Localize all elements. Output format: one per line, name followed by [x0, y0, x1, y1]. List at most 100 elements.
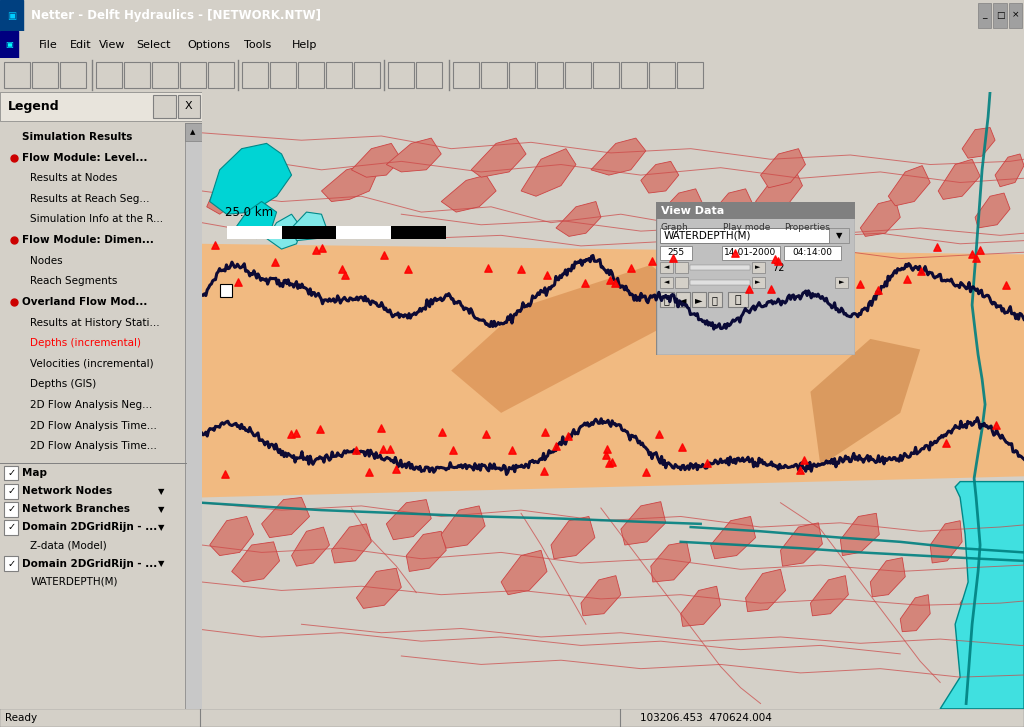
Polygon shape	[332, 524, 372, 563]
Bar	[32, 62, 58, 88]
Point	[560, 430, 577, 442]
Text: 2D Flow Analysis Neg...: 2D Flow Analysis Neg...	[31, 400, 153, 410]
Bar	[354, 62, 380, 88]
Polygon shape	[810, 339, 921, 466]
Bar	[565, 62, 591, 88]
Text: Depths (incremental): Depths (incremental)	[31, 338, 141, 348]
Polygon shape	[940, 481, 1024, 709]
Polygon shape	[556, 201, 601, 236]
Polygon shape	[386, 499, 431, 539]
Bar	[270, 62, 296, 88]
Point	[988, 419, 1005, 431]
Bar	[593, 62, 618, 88]
Bar	[509, 62, 535, 88]
Text: Velocities (incremental): Velocities (incremental)	[31, 358, 154, 369]
Bar	[537, 62, 563, 88]
Point	[311, 423, 328, 435]
Bar	[978, 3, 991, 28]
Bar	[124, 62, 150, 88]
Bar	[4, 465, 18, 481]
Bar	[226, 226, 446, 238]
Bar	[208, 62, 234, 88]
Point	[623, 262, 639, 274]
Point	[644, 254, 660, 266]
Point	[307, 244, 324, 256]
Text: Results at Reach Seg...: Results at Reach Seg...	[31, 194, 150, 204]
Text: 25.0 km: 25.0 km	[224, 206, 272, 220]
Bar	[298, 62, 324, 88]
Point	[796, 454, 812, 465]
Bar	[993, 3, 1007, 28]
Polygon shape	[407, 531, 446, 571]
Point	[929, 241, 945, 253]
Point	[347, 443, 364, 455]
Point	[387, 463, 403, 475]
Polygon shape	[441, 175, 496, 212]
Text: Options: Options	[187, 40, 230, 49]
Bar	[180, 62, 206, 88]
Bar	[242, 62, 268, 88]
Polygon shape	[780, 523, 822, 566]
Polygon shape	[591, 138, 646, 175]
Point	[606, 277, 623, 289]
Polygon shape	[231, 201, 276, 238]
Polygon shape	[292, 527, 330, 566]
Bar	[0, 0, 23, 31]
Text: File: File	[39, 40, 57, 49]
Bar	[388, 62, 414, 88]
Polygon shape	[231, 542, 280, 582]
Polygon shape	[900, 595, 930, 632]
Bar	[326, 62, 352, 88]
Bar	[649, 62, 675, 88]
Point	[968, 252, 984, 264]
Bar	[4, 520, 18, 535]
Polygon shape	[501, 550, 547, 595]
Bar	[154, 95, 175, 118]
Text: ▲: ▲	[190, 129, 196, 134]
Point	[763, 283, 779, 294]
Text: □: □	[995, 10, 1005, 20]
Text: Results at Nodes: Results at Nodes	[31, 173, 118, 183]
Point	[477, 429, 494, 441]
Polygon shape	[711, 516, 756, 559]
Point	[207, 239, 223, 251]
Point	[504, 444, 520, 456]
Point	[972, 244, 988, 256]
Bar	[152, 62, 178, 88]
Text: ▼: ▼	[158, 505, 165, 514]
Bar	[1009, 3, 1022, 28]
Text: ▼: ▼	[158, 559, 165, 569]
Text: ×: ×	[1012, 10, 1019, 20]
Point	[602, 274, 618, 286]
Text: Help: Help	[292, 40, 317, 49]
Text: ✓: ✓	[7, 558, 15, 569]
Bar	[184, 124, 202, 141]
Text: View: View	[99, 40, 126, 49]
Text: WATERDEPTH(M): WATERDEPTH(M)	[31, 577, 118, 587]
Polygon shape	[985, 537, 1016, 578]
Polygon shape	[386, 138, 441, 172]
Point	[767, 253, 783, 265]
Point	[938, 437, 954, 449]
Point	[770, 255, 786, 267]
Point	[548, 440, 564, 451]
Point	[599, 443, 615, 454]
Point	[674, 441, 690, 453]
Text: X: X	[184, 101, 193, 111]
Text: Domain 2DGridRijn - ...: Domain 2DGridRijn - ...	[23, 523, 158, 532]
Point	[637, 467, 653, 478]
Point	[899, 273, 915, 284]
Point	[539, 269, 555, 281]
Bar	[60, 62, 86, 88]
Bar	[4, 556, 18, 571]
Bar	[677, 62, 703, 88]
Polygon shape	[322, 164, 377, 201]
Point	[913, 265, 930, 276]
Bar	[453, 62, 479, 88]
Point	[314, 242, 331, 254]
Text: Z-data (Model): Z-data (Model)	[31, 541, 108, 550]
Text: Results at History Stati...: Results at History Stati...	[31, 318, 160, 328]
Text: Reach Segments: Reach Segments	[31, 276, 118, 286]
Polygon shape	[860, 199, 900, 236]
Polygon shape	[202, 244, 1024, 497]
